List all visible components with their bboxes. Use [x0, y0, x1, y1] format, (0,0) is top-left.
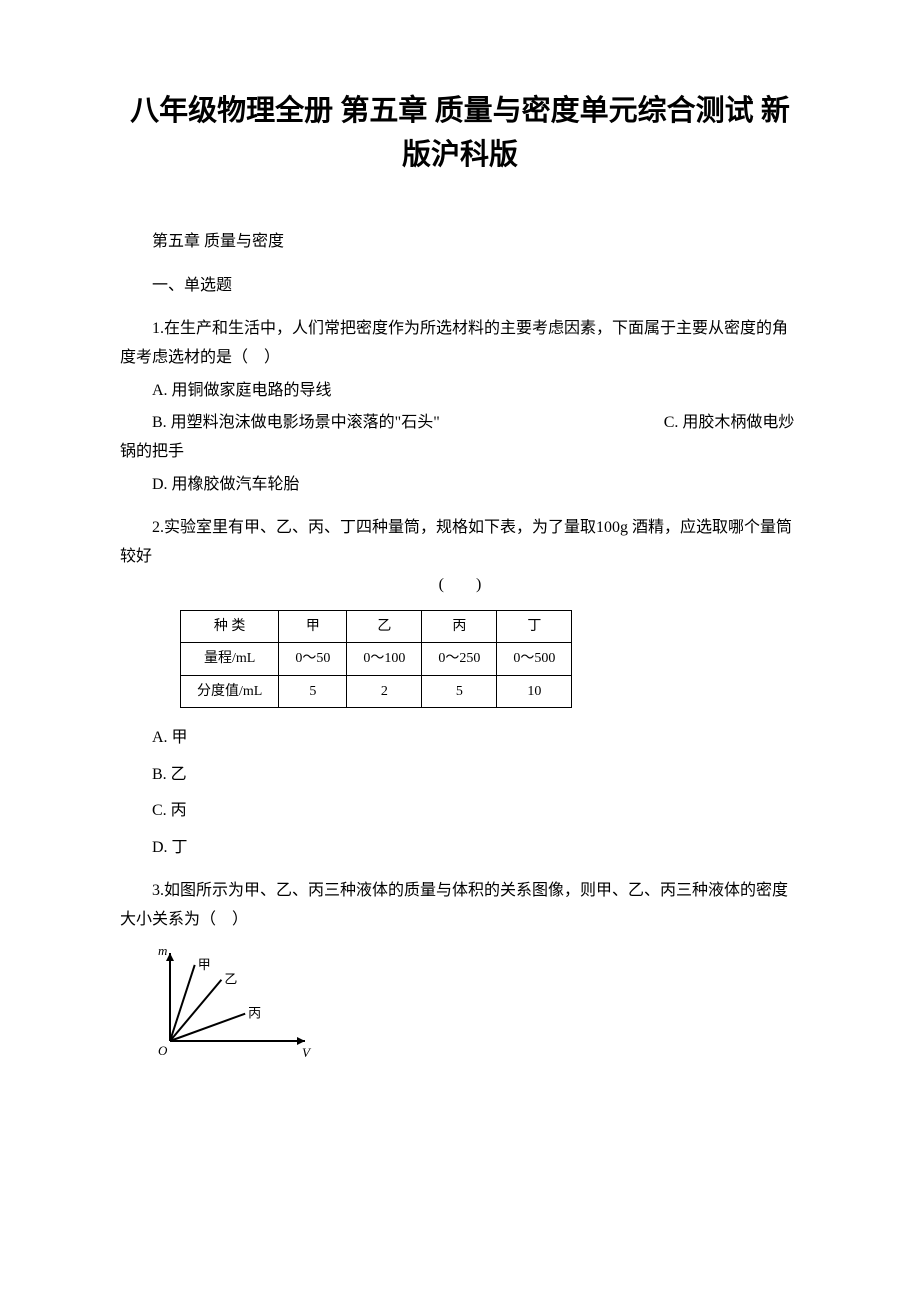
- cell: 5: [279, 675, 347, 707]
- question-1-option-d: D. 用橡胶做汽车轮胎: [120, 471, 800, 500]
- cell-division-label: 分度值/mL: [181, 675, 279, 707]
- question-2: 2.实验室里有甲、乙、丙、丁四种量筒，规格如下表，为了量取100g 酒精，应选取…: [120, 514, 800, 863]
- question-1-option-a: A. 用铜做家庭电路的导线: [120, 377, 800, 406]
- header-ding: 丁: [497, 611, 572, 643]
- header-yi: 乙: [347, 611, 422, 643]
- question-2-option-d: D. 丁: [120, 834, 800, 863]
- table-caption: ( ): [120, 571, 800, 600]
- cell: 0～250: [422, 643, 497, 675]
- svg-text:V: V: [302, 1045, 312, 1060]
- svg-text:乙: 乙: [224, 971, 237, 986]
- svg-text:丙: 丙: [248, 1005, 261, 1020]
- question-3-text: 3.如图所示为甲、乙、丙三种液体的质量与体积的关系图像，则甲、乙、丙三种液体的密…: [120, 877, 800, 935]
- cell-range-label: 量程/mL: [181, 643, 279, 675]
- svg-text:甲: 甲: [198, 956, 211, 971]
- cell: 0～50: [279, 643, 347, 675]
- cell: 10: [497, 675, 572, 707]
- cell: 2: [347, 675, 422, 707]
- header-jia: 甲: [279, 611, 347, 643]
- table-row: 量程/mL 0～50 0～100 0～250 0～500: [181, 643, 572, 675]
- cell: 0～500: [497, 643, 572, 675]
- mv-graph: Om V 甲乙丙: [150, 941, 800, 1072]
- table-row: 分度值/mL 5 2 5 10: [181, 675, 572, 707]
- header-type: 种 类: [181, 611, 279, 643]
- cell: 0～100: [347, 643, 422, 675]
- question-1-text: 1.在生产和生活中，人们常把密度作为所选材料的主要考虑因素，下面属于主要从密度的…: [120, 315, 800, 373]
- question-2-option-c: C. 丙: [120, 797, 800, 826]
- chapter-label: 第五章 质量与密度: [120, 227, 800, 251]
- question-2-text: 2.实验室里有甲、乙、丙、丁四种量筒，规格如下表，为了量取100g 酒精，应选取…: [120, 514, 800, 572]
- cylinder-spec-table: 种 类 甲 乙 丙 丁 量程/mL 0～50 0～100 0～250 0～500…: [180, 610, 572, 708]
- table-header-row: 种 类 甲 乙 丙 丁: [181, 611, 572, 643]
- cell: 5: [422, 675, 497, 707]
- svg-text:O: O: [158, 1043, 168, 1058]
- question-3: 3.如图所示为甲、乙、丙三种液体的质量与体积的关系图像，则甲、乙、丙三种液体的密…: [120, 877, 800, 1071]
- header-bing: 丙: [422, 611, 497, 643]
- question-2-option-a: A. 甲: [120, 724, 800, 753]
- line-chart-icon: Om V 甲乙丙: [150, 941, 320, 1061]
- question-1-option-b-c: B. 用塑料泡沫做电影场景中滚落的"石头" C. 用胶木柄做电炒锅的把手: [120, 409, 800, 467]
- svg-text:m: m: [158, 943, 167, 958]
- question-2-option-b: B. 乙: [120, 761, 800, 790]
- document-title: 八年级物理全册 第五章 质量与密度单元综合测试 新版沪科版: [120, 90, 800, 177]
- section-heading: 一、单选题: [120, 271, 800, 295]
- question-1: 1.在生产和生活中，人们常把密度作为所选材料的主要考虑因素，下面属于主要从密度的…: [120, 315, 800, 500]
